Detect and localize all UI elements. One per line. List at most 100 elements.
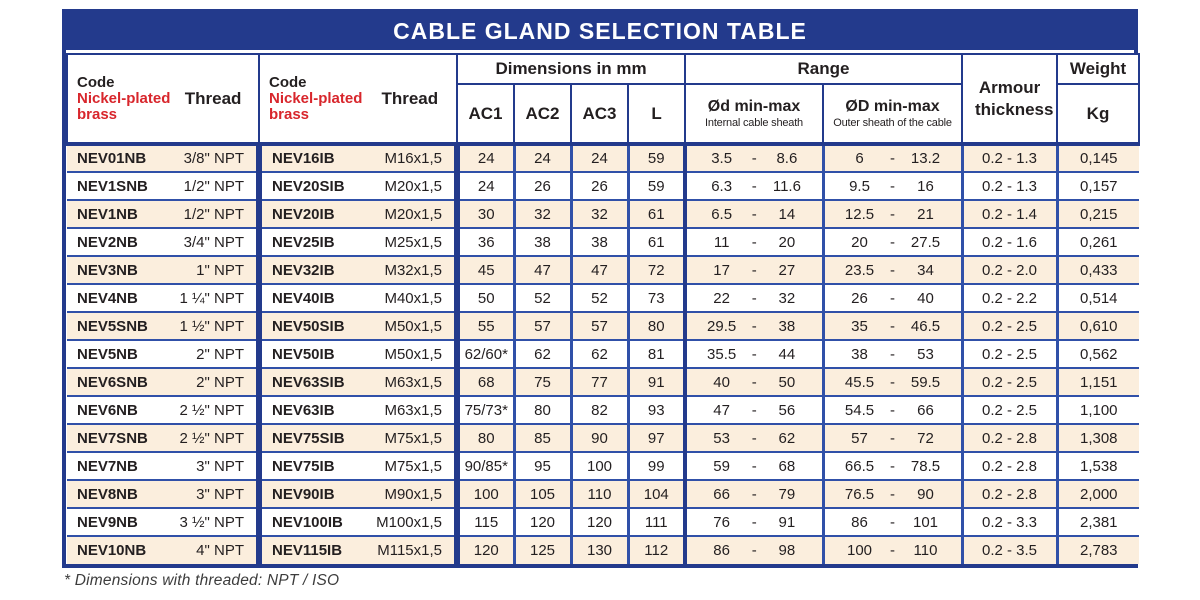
range-max: 14: [778, 205, 796, 223]
OD-range-cell: 54.5- 66: [823, 395, 964, 424]
code-header-material: Nickel-plated brass: [269, 89, 363, 124]
thread-cell: M50x1,5: [367, 339, 460, 368]
OD-range-cell-wrap: 12.5- 21: [825, 205, 960, 223]
code-header-label: Code: [77, 73, 115, 91]
range-max: 110: [913, 542, 938, 559]
l-cell: 99: [628, 451, 688, 480]
ac3-cell: 90: [571, 423, 630, 452]
ac2-cell: 120: [514, 507, 573, 536]
range-dash: -: [890, 289, 896, 307]
l-cell: 91: [628, 367, 688, 396]
range-dash: -: [751, 401, 757, 419]
armour-cell: 0.2 - 2.5: [962, 311, 1059, 340]
od-range-cell-wrap: 53 - 62: [687, 429, 820, 447]
code-cell: NEV100IB: [259, 507, 367, 536]
range-min: 12.5: [844, 205, 875, 223]
header-ac1: AC1: [456, 83, 515, 145]
l-cell: 59: [628, 142, 688, 172]
code-cell: NEV10NB: [67, 535, 169, 564]
armour-cell: 0.2 - 2.2: [962, 283, 1059, 312]
l-cell: 80: [628, 311, 688, 340]
ac2-cell: 85: [514, 423, 573, 452]
code-cell: NEV4NB: [67, 283, 169, 312]
header-od-min-max: Ød min-max Internal cable sheath: [684, 83, 825, 145]
OD-range-cell-wrap: 23.5- 34: [825, 261, 960, 279]
ac3-cell: 47: [571, 255, 630, 284]
od-range-cell-wrap: 22 - 32: [687, 290, 820, 307]
ac1-cell: 75/73*: [457, 395, 516, 424]
thread-cell: M63x1,5: [367, 395, 460, 424]
range-dash: -: [751, 429, 757, 447]
range-dash: -: [751, 513, 757, 531]
thread-cell: 1/2" NPT: [169, 199, 262, 228]
code-header-label: Code: [269, 73, 307, 91]
range-max: 79: [778, 485, 796, 503]
code-cell: NEV20SIB: [259, 171, 367, 200]
code-cell: NEV50IB: [259, 339, 367, 368]
od-min-max-label: Ød min-max: [707, 98, 801, 116]
range-min: 66: [713, 485, 730, 503]
weight-cell: 0,145: [1057, 142, 1140, 172]
range-max: 78.5: [910, 457, 941, 475]
armour-cell: 0.2 - 2.0: [962, 255, 1059, 284]
range-min: 35: [851, 317, 868, 335]
ac3-cell: 62: [571, 339, 630, 368]
range-min: 29.5: [707, 317, 737, 335]
range-min: 40: [713, 373, 730, 391]
thread-cell: M40x1,5: [367, 283, 460, 312]
ac3-cell: 100: [571, 451, 630, 480]
range-dash: -: [751, 317, 757, 335]
od-range-cell-wrap: 6.5- 14: [687, 205, 820, 223]
OD-min-max-label: ØD min-max: [845, 98, 940, 116]
OD-range-cell: 100-110: [823, 535, 964, 564]
range-max: 11.6: [772, 177, 801, 195]
thread-cell: 1 ½" NPT: [169, 311, 262, 340]
code-cell: NEV9NB: [67, 507, 169, 536]
weight-cell: 1,308: [1057, 423, 1140, 452]
thread-cell: M115x1,5: [367, 535, 460, 564]
table-row: NEV7NB 3" NPT NEV75IB M75x1,5 90/85* 95 100 99 5…: [67, 451, 1140, 480]
thread-cell: M100x1,5: [367, 507, 460, 536]
range-max: 40: [917, 289, 934, 307]
l-cell: 111: [628, 507, 688, 536]
ac1-cell: 120: [457, 535, 516, 564]
l-cell: 112: [628, 535, 688, 564]
ac3-cell: 130: [571, 535, 630, 564]
od-range-cell: 66 - 79: [685, 479, 825, 508]
thread-cell: 2 ½" NPT: [169, 395, 262, 424]
table-row: NEV10NB 4" NPT NEV115IB M115x1,5 120 125 130 11…: [67, 535, 1140, 564]
range-max: 38: [778, 317, 796, 335]
OD-range-cell: 20 -27.5: [823, 227, 964, 256]
header-kg: Kg: [1056, 83, 1141, 145]
ac2-cell: 52: [514, 283, 573, 312]
range-dash: -: [890, 542, 896, 559]
range-max: 72: [917, 429, 934, 447]
OD-range-cell-wrap: 76.5- 90: [825, 486, 960, 503]
table-title: CABLE GLAND SELECTION TABLE: [66, 13, 1134, 50]
ac1-cell: 62/60*: [457, 339, 516, 368]
armour-cell: 0.2 - 1.4: [962, 199, 1059, 228]
weight-cell: 0,514: [1057, 283, 1140, 312]
range-min: 100: [847, 542, 873, 559]
code-cell: NEV1SNB: [67, 171, 169, 200]
OD-range-cell-wrap: 100-110: [825, 542, 960, 559]
range-min: 6.5: [711, 205, 733, 223]
od-range-cell-wrap: 35.5- 44: [687, 346, 820, 363]
OD-range-cell: 12.5- 21: [823, 199, 964, 228]
od-range-cell: 86 - 98: [685, 535, 825, 564]
thread-cell: 2 ½" NPT: [169, 423, 262, 452]
l-cell: 72: [628, 255, 688, 284]
range-max: 8.6: [776, 150, 798, 167]
ac2-cell: 105: [514, 479, 573, 508]
code-cell: NEV2NB: [67, 227, 169, 256]
od-range-cell-wrap: 3.5 - 8.6: [687, 150, 820, 167]
range-dash: -: [890, 373, 896, 391]
range-dash: -: [890, 233, 896, 251]
header-l: L: [626, 83, 687, 145]
range-dash: -: [890, 261, 896, 279]
OD-range-cell: 35 -46.5: [823, 311, 964, 340]
l-cell: 93: [628, 395, 688, 424]
table-row: NEV7SNB 2 ½" NPT NEV75SIB M75x1,5 80 85 90 97 53…: [67, 423, 1140, 452]
od-range-cell-wrap: 17 - 27: [687, 262, 820, 279]
range-max: 59.5: [910, 373, 941, 391]
